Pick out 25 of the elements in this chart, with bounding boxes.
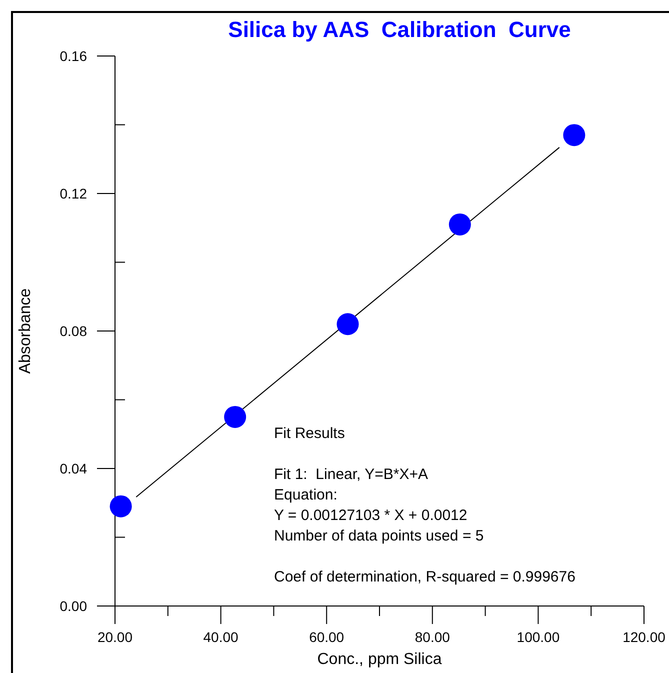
- y-axis-title: Absorbance: [17, 288, 34, 374]
- point: [563, 124, 586, 146]
- point: [110, 495, 132, 518]
- point: [448, 213, 471, 236]
- annotation: Coef of determination, R-squared = 0.999676: [274, 568, 576, 586]
- x-axis-title: Conc., ppm Silica: [317, 651, 442, 668]
- y-tick-label: 0.16: [60, 48, 88, 64]
- y-tick-label: 0.04: [60, 460, 88, 476]
- x-tick-label: 20.00: [97, 629, 133, 645]
- x-tick-label: 40.00: [203, 629, 239, 645]
- annotation: Fit 1: Linear, Y=B*X+A: [274, 466, 428, 483]
- annotation: Equation:: [274, 486, 338, 504]
- chart-title: Silica by AAS Calibration Curve: [228, 17, 571, 42]
- x-tick-label: 120.00: [622, 629, 666, 645]
- x-tick-label: 100.00: [516, 629, 560, 645]
- annotation: Number of data points used = 5: [274, 528, 484, 544]
- point: [224, 406, 246, 428]
- annotation: Fit Results: [274, 425, 345, 442]
- y-tick-label: 0.12: [60, 186, 88, 202]
- y-tick-label: 0.08: [60, 323, 88, 339]
- x-tick-label: 60.00: [309, 629, 344, 645]
- point: [336, 313, 359, 336]
- x-tick-label: 80.00: [414, 629, 450, 645]
- y-tick-label: 0.00: [60, 598, 88, 614]
- annotation: Y = 0.00127103 * X + 0.0012: [274, 507, 468, 524]
